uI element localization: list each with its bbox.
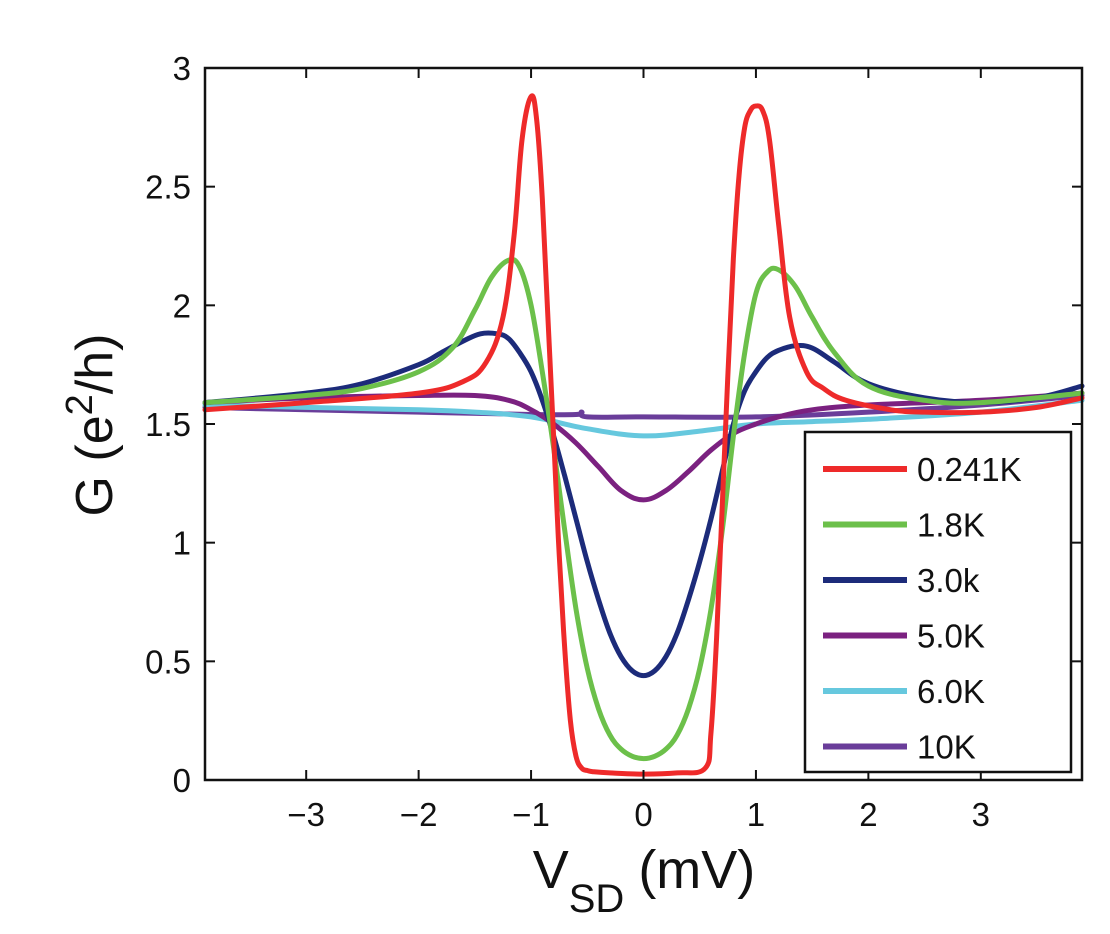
y-tick-label: 0.5 <box>145 643 191 680</box>
series-layer <box>202 93 1085 777</box>
y-tick-label: 0 <box>173 762 191 799</box>
y-tick-label: 3 <box>173 50 191 87</box>
x-tick-label: 1 <box>747 796 765 833</box>
y-axis-title: G (e2/h) <box>59 334 124 517</box>
series-line-0-241k <box>202 93 1085 777</box>
series-line-6-0k <box>202 397 1085 439</box>
legend-label: 3.0k <box>917 562 980 599</box>
y-tick-label: 1 <box>173 525 191 562</box>
y-axis-title-superscript: 2 <box>59 394 101 415</box>
y-tick-label: 2.5 <box>145 169 191 206</box>
x-axis-title-unit: (mV) <box>638 840 755 900</box>
legend: 0.241K 1.8K 3.0k 5.0K 6.0K 10K <box>803 430 1073 774</box>
x-axis-title: VSD (mV) <box>533 840 756 921</box>
y-tick-label: 1.5 <box>145 406 191 443</box>
x-axis-title-subscript: SD <box>569 877 625 921</box>
y-tick-label: 2 <box>173 287 191 324</box>
x-tick-label: −1 <box>512 796 550 833</box>
legend-label: 1.8K <box>917 507 985 544</box>
x-tick-label: 2 <box>859 796 877 833</box>
x-tick-label: −3 <box>287 796 325 833</box>
legend-label: 10K <box>917 729 976 766</box>
x-tick-label: 0 <box>634 796 652 833</box>
legend-label: 5.0K <box>917 618 985 655</box>
series-line-3-0k <box>202 330 1085 679</box>
series-line-5-0k <box>202 390 1085 503</box>
y-axis-title-suffix: /h) <box>66 334 124 395</box>
x-tick-label: −2 <box>400 796 438 833</box>
x-tick-label: 3 <box>972 796 990 833</box>
legend-label: 0.241K <box>917 451 1022 488</box>
y-axis-title-prefix: G (e <box>66 415 124 516</box>
ticks-layer: −3 −2 −1 0 1 2 3 0 0.5 1 1.5 2 2.5 3 <box>145 50 1082 833</box>
legend-box <box>803 430 1073 774</box>
x-axis-title-main: V <box>533 840 569 900</box>
plot-border <box>203 66 1084 782</box>
legend-label: 6.0K <box>917 673 985 710</box>
series-line-1-8k <box>202 256 1085 762</box>
